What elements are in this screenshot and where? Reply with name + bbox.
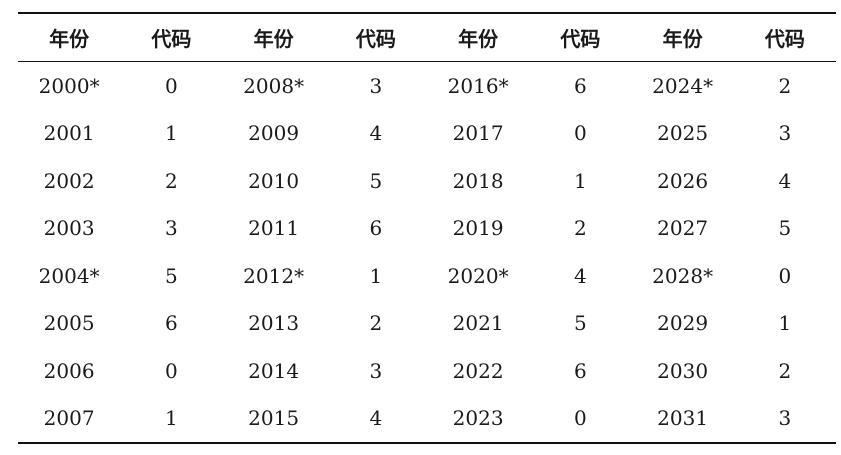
year-cell: 2023 xyxy=(452,406,504,431)
year-cell: 2015 xyxy=(248,406,300,431)
table-row: 2000* 0 2008* 3 2016* 6 2024* 2 xyxy=(18,62,836,110)
code-cell: 6 xyxy=(165,311,178,336)
code-cell: 6 xyxy=(574,73,587,98)
year-cell: 2007 xyxy=(43,406,95,431)
year-code-table: 年份 代码 年份 代码 年份 代码 年份 代码 2000* 0 2008* 3 … xyxy=(18,12,836,444)
year-cell: 2011 xyxy=(248,216,300,241)
table-row: 2004* 5 2012* 1 2020* 4 2028* 0 xyxy=(18,252,836,300)
year-cell: 2027 xyxy=(657,216,709,241)
code-cell: 5 xyxy=(778,216,792,241)
code-cell: 6 xyxy=(369,216,383,241)
header-year-4: 年份 xyxy=(662,27,703,51)
year-cell: 2029 xyxy=(657,311,709,336)
code-cell: 0 xyxy=(574,406,587,431)
code-cell: 0 xyxy=(778,263,792,288)
year-cell: 2016* xyxy=(447,73,509,98)
header-code-1: 代码 xyxy=(151,27,192,51)
year-cell: 2026 xyxy=(657,168,709,193)
table-header: 年份 代码 年份 代码 年份 代码 年份 代码 xyxy=(18,14,836,61)
code-cell: 1 xyxy=(778,311,792,336)
header-year-3: 年份 xyxy=(458,27,499,51)
code-cell: 5 xyxy=(369,168,383,193)
table-row: 2002 2 2010 5 2018 1 2026 4 xyxy=(18,157,836,205)
code-cell: 4 xyxy=(574,263,587,288)
code-cell: 3 xyxy=(369,73,383,98)
year-cell: 2006 xyxy=(43,358,95,383)
code-cell: 2 xyxy=(165,168,178,193)
header-year-2: 年份 xyxy=(253,27,294,51)
year-cell: 2030 xyxy=(657,358,709,383)
year-cell: 2009 xyxy=(248,121,300,146)
data-table: 年份 代码 年份 代码 年份 代码 年份 代码 2000* 0 2008* 3 … xyxy=(18,14,836,442)
code-cell: 0 xyxy=(165,73,178,98)
table-row: 2001 1 2009 4 2017 0 2025 3 xyxy=(18,110,836,158)
header-rule xyxy=(18,61,836,62)
code-cell: 1 xyxy=(574,168,587,193)
year-cell: 2020* xyxy=(447,263,509,288)
year-cell: 2021 xyxy=(452,311,504,336)
header-code-2: 代码 xyxy=(355,27,396,51)
code-cell: 1 xyxy=(369,263,383,288)
table-row: 2007 1 2015 4 2023 0 2031 3 xyxy=(18,395,836,443)
code-cell: 2 xyxy=(574,216,587,241)
year-cell: 2028* xyxy=(652,263,714,288)
code-cell: 6 xyxy=(574,358,587,383)
code-cell: 3 xyxy=(778,406,792,431)
year-cell: 2004* xyxy=(38,263,100,288)
year-cell: 2018 xyxy=(452,168,504,193)
header-code-3: 代码 xyxy=(560,27,601,51)
table-row: 2005 6 2013 2 2021 5 2029 1 xyxy=(18,300,836,348)
table-row: 2006 0 2014 3 2022 6 2030 2 xyxy=(18,347,836,395)
code-cell: 2 xyxy=(778,358,792,383)
code-cell: 3 xyxy=(165,216,178,241)
year-cell: 2000* xyxy=(38,73,100,98)
code-cell: 2 xyxy=(369,311,383,336)
year-cell: 2013 xyxy=(248,311,300,336)
year-cell: 2008* xyxy=(243,73,305,98)
year-cell: 2014 xyxy=(248,358,300,383)
code-cell: 0 xyxy=(165,358,178,383)
top-rule xyxy=(18,12,836,14)
code-cell: 5 xyxy=(165,263,178,288)
year-cell: 2024* xyxy=(652,73,714,98)
year-cell: 2025 xyxy=(657,121,709,146)
year-cell: 2010 xyxy=(248,168,300,193)
header-year-1: 年份 xyxy=(49,27,90,51)
code-cell: 4 xyxy=(369,406,383,431)
year-cell: 2012* xyxy=(243,263,305,288)
year-cell: 2002 xyxy=(43,168,95,193)
code-cell: 2 xyxy=(778,73,792,98)
year-cell: 2019 xyxy=(452,216,504,241)
header-row: 年份 代码 年份 代码 年份 代码 年份 代码 xyxy=(18,14,836,61)
code-cell: 5 xyxy=(574,311,587,336)
code-cell: 1 xyxy=(165,406,178,431)
bottom-rule xyxy=(18,442,836,444)
table-row: 2003 3 2011 6 2019 2 2027 5 xyxy=(18,205,836,253)
code-cell: 0 xyxy=(574,121,587,146)
year-cell: 2003 xyxy=(43,216,95,241)
code-cell: 3 xyxy=(778,121,792,146)
code-cell: 4 xyxy=(778,168,792,193)
code-cell: 4 xyxy=(369,121,383,146)
year-cell: 2022 xyxy=(452,358,504,383)
year-cell: 2005 xyxy=(43,311,95,336)
header-code-4: 代码 xyxy=(764,27,805,51)
code-cell: 3 xyxy=(369,358,383,383)
year-cell: 2017 xyxy=(452,121,504,146)
code-cell: 1 xyxy=(165,121,178,146)
year-cell: 2001 xyxy=(43,121,95,146)
year-cell: 2031 xyxy=(657,406,709,431)
table-body: 2000* 0 2008* 3 2016* 6 2024* 2 2001 1 2… xyxy=(18,61,836,442)
